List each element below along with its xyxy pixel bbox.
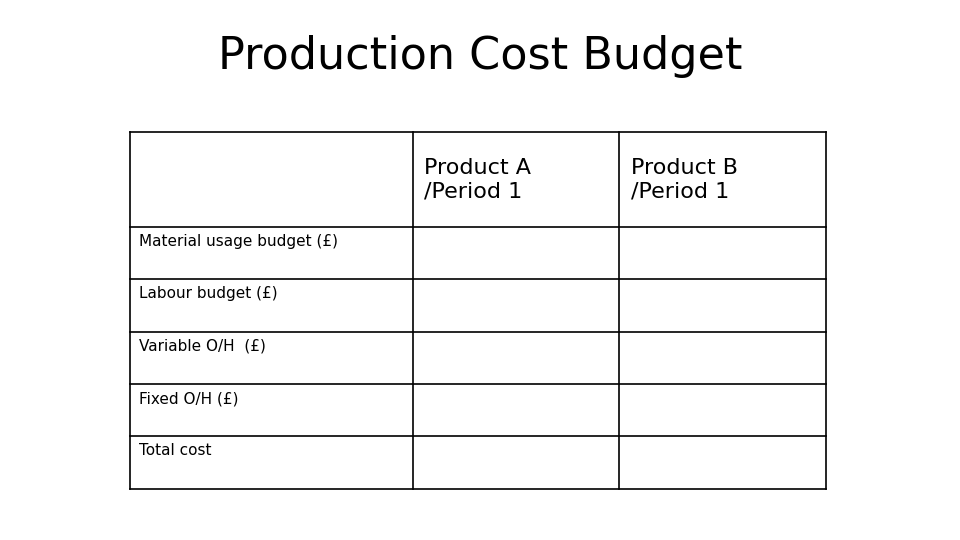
Text: Production Cost Budget: Production Cost Budget xyxy=(218,35,742,78)
Text: Product A
/Period 1: Product A /Period 1 xyxy=(424,158,531,201)
Text: Fixed O/H (£): Fixed O/H (£) xyxy=(139,391,239,406)
Text: Total cost: Total cost xyxy=(139,443,212,458)
Text: Product B
/Period 1: Product B /Period 1 xyxy=(631,158,737,201)
Text: Variable O/H  (£): Variable O/H (£) xyxy=(139,339,266,354)
Text: Labour budget (£): Labour budget (£) xyxy=(139,286,277,301)
Text: Material usage budget (£): Material usage budget (£) xyxy=(139,234,338,249)
